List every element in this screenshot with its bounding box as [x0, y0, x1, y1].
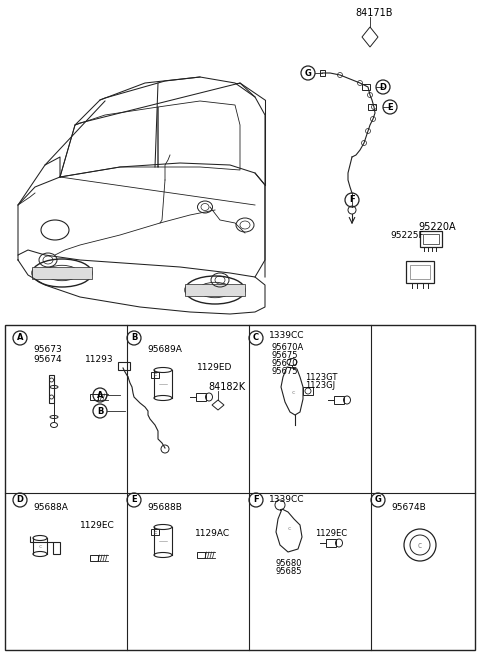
Text: C: C	[253, 333, 259, 343]
Text: c: c	[418, 540, 422, 550]
Text: 95689A: 95689A	[147, 345, 182, 354]
Bar	[303, 387, 313, 395]
Bar	[32, 267, 92, 278]
Text: c: c	[153, 529, 157, 534]
Text: 95225F: 95225F	[390, 231, 424, 240]
Text: 95688A: 95688A	[33, 502, 68, 512]
Bar	[90, 394, 98, 400]
Text: 1123GT: 1123GT	[305, 373, 337, 383]
Text: 1129EC: 1129EC	[315, 529, 347, 538]
Bar	[326, 539, 336, 547]
Text: 95680: 95680	[275, 559, 301, 567]
Bar	[5, 325, 475, 650]
Text: c: c	[287, 527, 291, 531]
Text: G: G	[374, 495, 382, 504]
Text: 95673: 95673	[33, 345, 62, 354]
Text: 1339CC: 1339CC	[269, 495, 304, 504]
Text: A: A	[17, 333, 23, 343]
Text: 95685: 95685	[275, 567, 301, 576]
Bar	[197, 552, 205, 558]
Text: F: F	[253, 495, 259, 504]
Text: c: c	[38, 544, 42, 548]
Bar	[151, 372, 159, 378]
Text: B: B	[97, 407, 103, 415]
Bar	[362, 84, 370, 90]
Text: 95675: 95675	[272, 350, 299, 360]
Text: 95674: 95674	[33, 356, 61, 364]
Text: 1123GJ: 1123GJ	[305, 381, 335, 390]
Text: 1129EC: 1129EC	[80, 521, 115, 529]
Text: 95675: 95675	[272, 367, 299, 375]
Bar	[49, 375, 54, 403]
Bar	[90, 555, 98, 561]
Text: D: D	[16, 495, 24, 504]
Bar	[420, 231, 442, 247]
Text: c: c	[153, 373, 157, 377]
Text: D: D	[380, 83, 386, 92]
Text: 1339CC: 1339CC	[269, 331, 304, 341]
Bar	[185, 284, 245, 295]
Bar	[118, 362, 130, 370]
Bar	[334, 396, 344, 404]
Text: 1129ED: 1129ED	[197, 364, 232, 373]
Bar	[151, 529, 159, 535]
Text: 84182K: 84182K	[208, 382, 245, 392]
Text: B: B	[131, 333, 137, 343]
Text: 95674B: 95674B	[391, 502, 426, 512]
Text: c: c	[291, 390, 295, 394]
Text: 95220A: 95220A	[418, 222, 456, 232]
Text: 95670A: 95670A	[272, 343, 304, 352]
Text: G: G	[305, 69, 312, 77]
Bar	[368, 104, 376, 110]
Text: F: F	[349, 195, 355, 204]
Text: 1129AC: 1129AC	[195, 529, 230, 538]
Bar	[406, 261, 434, 283]
Text: E: E	[131, 495, 137, 504]
Text: E: E	[387, 102, 393, 111]
Bar	[320, 70, 325, 76]
Bar	[423, 234, 439, 244]
Text: 11293: 11293	[85, 356, 114, 364]
Text: 95670: 95670	[272, 358, 299, 367]
Bar	[410, 265, 430, 279]
Text: 84171B: 84171B	[355, 8, 393, 18]
Bar	[196, 393, 206, 401]
Text: A: A	[97, 390, 103, 400]
Text: 95688B: 95688B	[147, 502, 182, 512]
